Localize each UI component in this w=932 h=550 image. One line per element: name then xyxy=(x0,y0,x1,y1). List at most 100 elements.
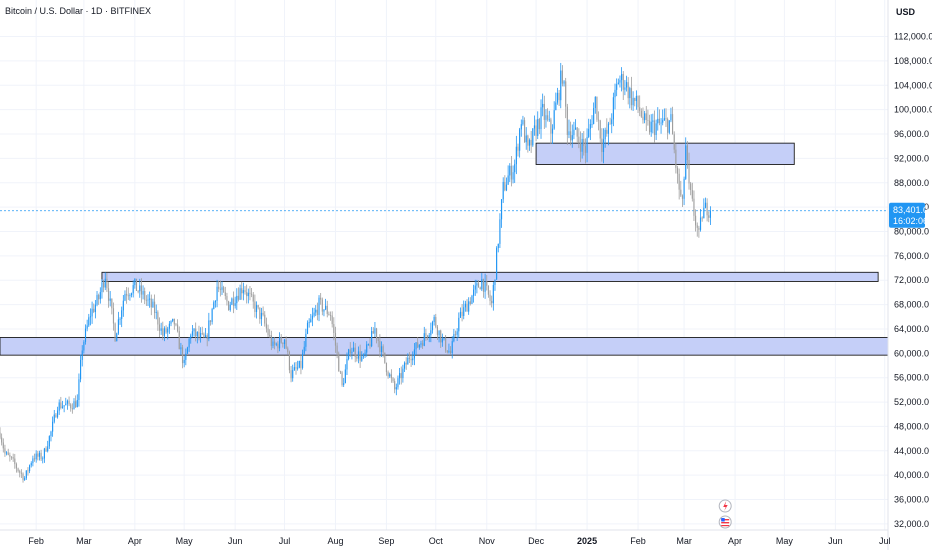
candle-body xyxy=(254,301,256,312)
candle-body xyxy=(606,129,608,134)
candle-body xyxy=(98,295,100,300)
candle-body xyxy=(372,331,374,334)
candle-body xyxy=(441,338,443,343)
candle-body xyxy=(32,458,34,464)
candle-body xyxy=(270,335,272,346)
candle-body xyxy=(486,281,488,286)
candle-body xyxy=(708,215,710,218)
candle-body xyxy=(461,311,463,316)
candle-body xyxy=(272,341,274,346)
x-tick-label: Mar xyxy=(76,536,92,546)
candle-body xyxy=(223,287,225,293)
us-flag-event-icon[interactable] xyxy=(718,515,732,529)
candle-body xyxy=(589,124,591,129)
candle-body xyxy=(121,310,123,319)
candle-body xyxy=(657,118,659,124)
candle-body xyxy=(502,181,504,200)
candle-body xyxy=(24,478,26,480)
candle-body xyxy=(420,343,422,345)
candle-body xyxy=(604,129,606,140)
candle-body xyxy=(264,314,266,324)
zone-box[interactable] xyxy=(535,142,795,165)
candle-body xyxy=(644,113,646,121)
x-tick-label: May xyxy=(776,536,794,546)
candle-body xyxy=(112,308,115,324)
candle-body xyxy=(489,294,491,301)
candle-body xyxy=(204,335,207,338)
candle-body xyxy=(433,317,435,323)
candle-body xyxy=(310,319,312,323)
candle-body xyxy=(617,82,619,85)
time-axis[interactable]: Feb Mar Apr May Jun Jul Aug Sep Oct Nov Dec 2025 Feb… xyxy=(28,536,890,546)
candle-body xyxy=(290,370,292,379)
candle-body xyxy=(352,347,355,352)
chart-title: Bitcoin / U.S. Dollar · 1D · BITFINEX xyxy=(5,6,151,16)
candle-body xyxy=(6,452,8,454)
candle-body xyxy=(55,414,57,418)
candle-body xyxy=(403,362,406,369)
candle-body xyxy=(300,360,302,368)
candle-body xyxy=(469,301,471,304)
candle-body xyxy=(390,374,392,379)
candle-body xyxy=(196,331,198,337)
candle-body xyxy=(436,326,438,336)
candle-body xyxy=(155,312,157,314)
candle-body xyxy=(517,146,519,151)
x-tick-label: Jun xyxy=(228,536,243,546)
candle-body xyxy=(99,292,101,300)
candle-body xyxy=(117,319,119,334)
currency-label[interactable]: USD xyxy=(896,7,916,17)
candle-body xyxy=(106,278,108,289)
candle-body xyxy=(297,367,299,369)
candle-body xyxy=(555,102,557,111)
candle-body xyxy=(357,351,360,359)
candle-body xyxy=(247,292,249,297)
candle-body xyxy=(221,287,223,290)
price-axis[interactable]: 112,000.0 108,000.0 104,000.0 100,000.0 96,0… xyxy=(894,32,932,529)
candle-body xyxy=(35,453,37,460)
candle-body xyxy=(132,285,134,294)
candle-body xyxy=(581,138,583,152)
candle-body xyxy=(570,131,572,141)
candle-body xyxy=(660,122,662,124)
candle-body xyxy=(45,448,47,452)
x-tick-label: Jul xyxy=(879,536,891,546)
candle-body xyxy=(397,378,399,388)
candle-body xyxy=(430,330,432,336)
candle-body xyxy=(532,128,534,146)
y-tick-label: 32,000.0 xyxy=(894,519,929,529)
candle-body xyxy=(25,470,27,479)
flash-event-icon[interactable] xyxy=(718,499,732,513)
candle-body xyxy=(686,145,688,160)
zone-box[interactable] xyxy=(101,271,879,282)
candle-body xyxy=(586,136,588,153)
candle-body xyxy=(698,227,700,230)
candle-body xyxy=(58,402,60,411)
candle-body xyxy=(448,350,450,353)
y-tick-label: 80,000.0 xyxy=(894,226,929,236)
candle-body xyxy=(703,207,705,219)
candle-body xyxy=(542,103,544,108)
candle-body xyxy=(553,110,555,129)
candle-body xyxy=(376,328,378,339)
candle-body xyxy=(550,119,552,134)
candle-body xyxy=(56,410,59,418)
y-tick-label: 112,000.0 xyxy=(894,32,932,42)
candle-body xyxy=(509,165,511,176)
candle-body xyxy=(385,362,388,373)
candle-body xyxy=(206,335,208,340)
candle-body xyxy=(583,138,585,147)
candle-body xyxy=(283,339,286,344)
candle-body xyxy=(648,120,651,133)
candle-body xyxy=(228,301,230,311)
candle-body xyxy=(389,374,391,377)
candle-body xyxy=(601,138,603,153)
candle-body xyxy=(84,328,87,342)
candle-body xyxy=(650,121,652,133)
candle-body xyxy=(535,125,537,136)
candle-body xyxy=(140,285,142,295)
candle-body xyxy=(226,296,228,302)
candle-body xyxy=(394,381,396,390)
candle-body xyxy=(551,128,554,134)
